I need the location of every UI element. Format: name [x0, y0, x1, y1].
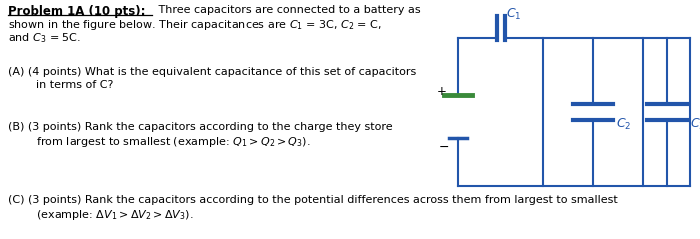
Text: in terms of C?: in terms of C? — [8, 80, 113, 90]
Text: Three capacitors are connected to a battery as: Three capacitors are connected to a batt… — [155, 5, 421, 15]
Text: (B) (3 points) Rank the capacitors according to the charge they store: (B) (3 points) Rank the capacitors accor… — [8, 122, 393, 132]
Text: (A) (4 points) What is the equivalent capacitance of this set of capacitors: (A) (4 points) What is the equivalent ca… — [8, 67, 416, 77]
Text: from largest to smallest (example: $Q_1 > Q_2 > Q_3$).: from largest to smallest (example: $Q_1 … — [8, 135, 311, 149]
Text: Problem 1A (10 pts):: Problem 1A (10 pts): — [8, 5, 146, 18]
Text: +: + — [437, 85, 447, 98]
Text: −: − — [439, 141, 449, 153]
Text: shown in the figure below. Their capacitances are $C_1$ = 3C, $C_2$ = C,: shown in the figure below. Their capacit… — [8, 18, 382, 32]
Text: (C) (3 points) Rank the capacitors according to the potential differences across: (C) (3 points) Rank the capacitors accor… — [8, 195, 617, 205]
Text: (example: $\Delta V_1 > \Delta V_2 > \Delta V_3$).: (example: $\Delta V_1 > \Delta V_2 > \De… — [8, 208, 193, 222]
Text: $C_2$: $C_2$ — [616, 116, 631, 131]
Text: $C_1$: $C_1$ — [507, 6, 522, 22]
Text: $C_3$: $C_3$ — [690, 116, 700, 131]
Text: and $C_3$ = 5C.: and $C_3$ = 5C. — [8, 31, 81, 45]
